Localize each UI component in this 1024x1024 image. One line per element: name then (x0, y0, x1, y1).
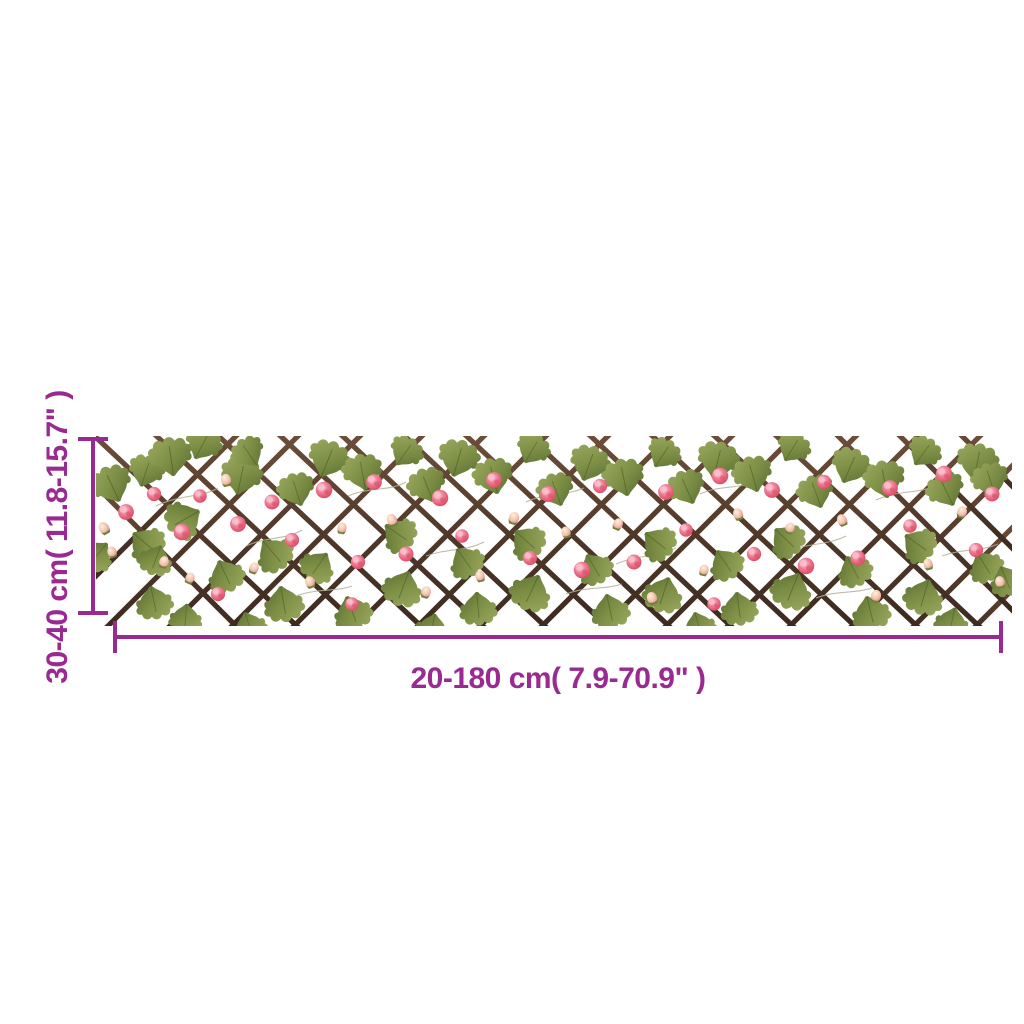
width-dimension-label: 20-180 cm( 7.9-70.9" ) (410, 662, 706, 695)
width-dimension-line (113, 621, 1003, 653)
width-shaft (113, 635, 1003, 639)
product-image (96, 436, 1012, 626)
height-dimension-label: 30-40 cm( 11.8-15.7" ) (41, 390, 74, 684)
height-shaft (91, 437, 95, 615)
trellis-svg (96, 436, 1012, 626)
height-cap-bottom (78, 611, 108, 615)
width-cap-right (999, 621, 1003, 653)
height-dimension-line (78, 437, 108, 615)
